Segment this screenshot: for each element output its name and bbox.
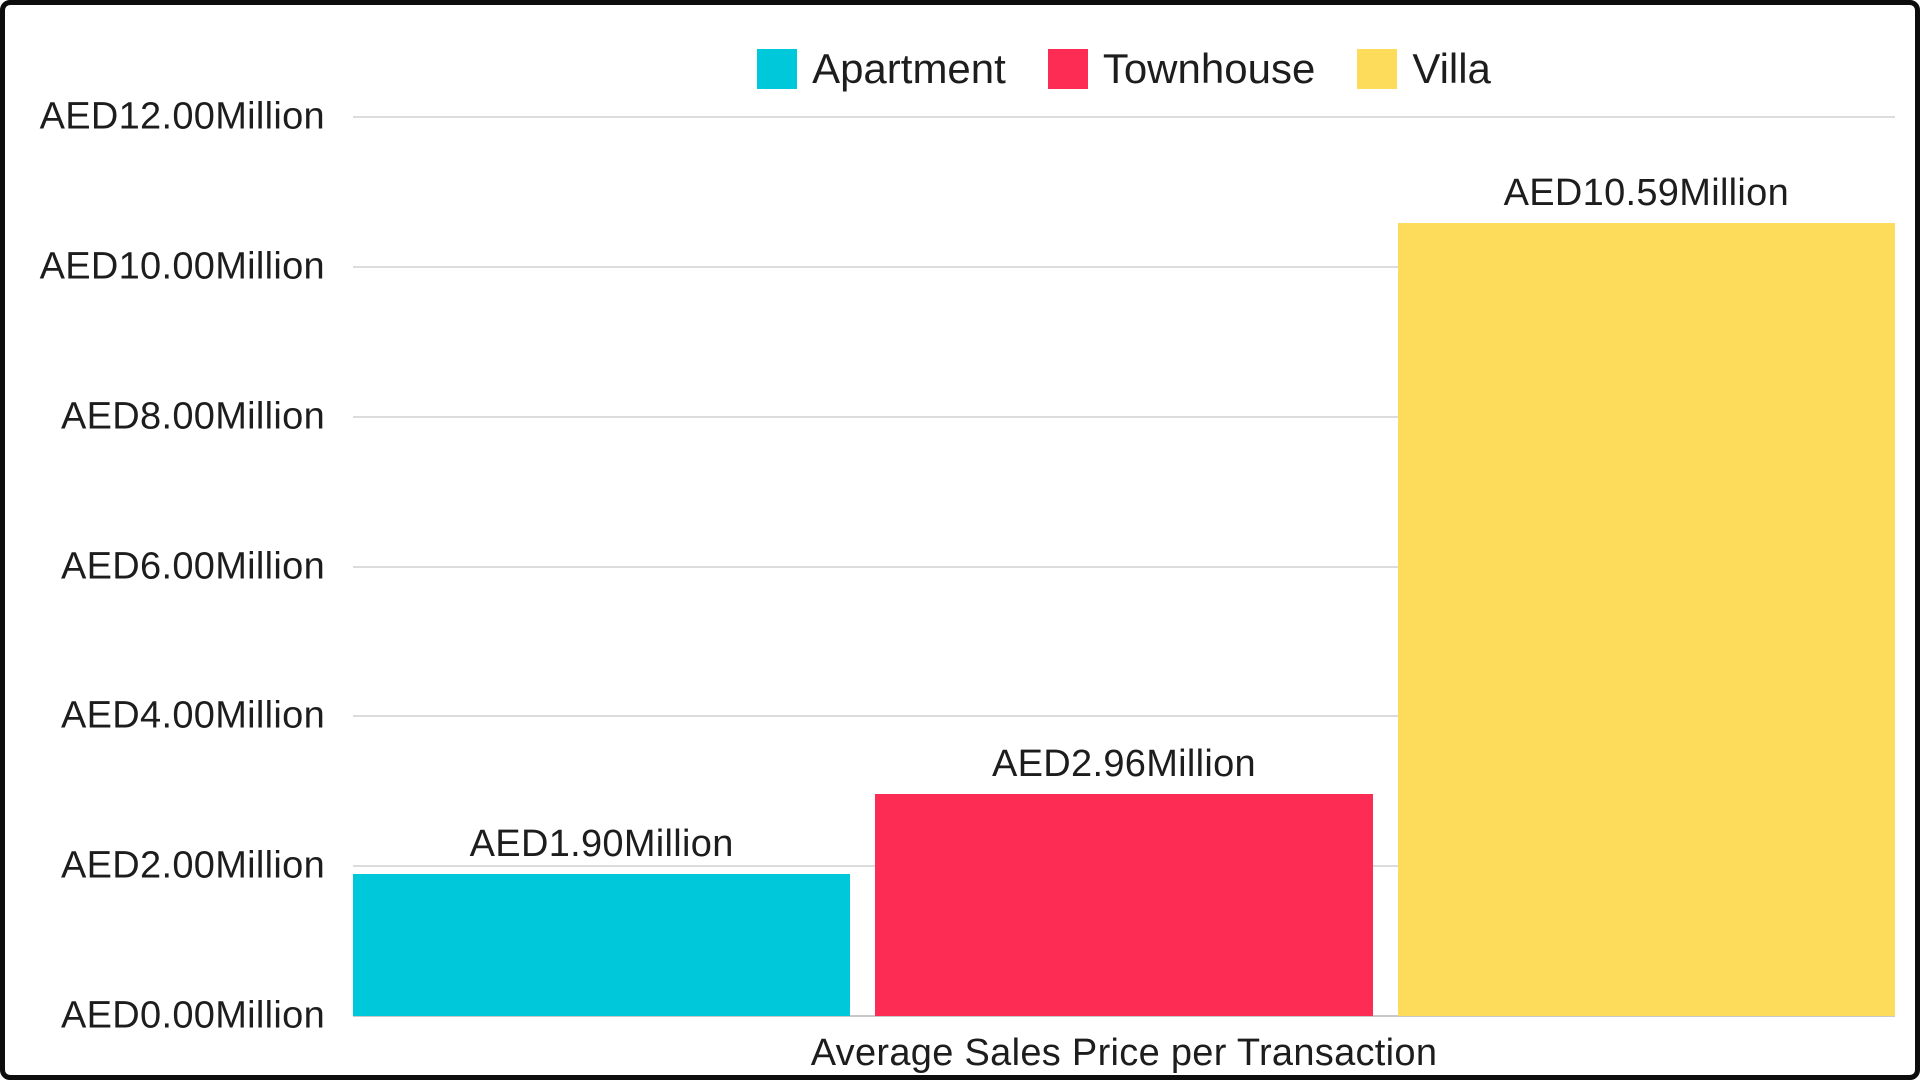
legend: Apartment Townhouse Villa (353, 43, 1895, 95)
x-axis-title: Average Sales Price per Transaction (810, 1032, 1438, 1074)
legend-item-apartment[interactable]: Apartment (757, 48, 1006, 90)
y-tick-label: AED0.00Million (61, 994, 325, 1037)
y-tick-label: AED10.00Million (39, 245, 325, 288)
legend-label: Apartment (812, 45, 1006, 92)
legend-swatch-apartment (757, 49, 798, 89)
bar-value-label-villa: AED10.59Million (1503, 171, 1790, 214)
y-axis: AED12.00Million AED10.00Million AED8.00Mil… (5, 5, 327, 1075)
gridline-6m (353, 565, 1895, 568)
gridline-4m (353, 715, 1895, 718)
legend-item-townhouse[interactable]: Townhouse (1047, 45, 1316, 92)
legend-swatch-townhouse (1047, 49, 1088, 89)
gridline-10m (353, 265, 1895, 268)
y-tick-label: AED12.00Million (39, 95, 325, 138)
legend-label: Townhouse (1102, 45, 1316, 92)
legend-swatch-villa (1357, 49, 1398, 89)
bar-apartment[interactable] (353, 873, 851, 1016)
legend-item-villa[interactable]: Villa (1357, 48, 1491, 90)
bar-value-label-apartment: AED1.90Million (469, 822, 734, 865)
bar-townhouse[interactable] (875, 794, 1373, 1016)
y-tick-label: AED8.00Million (61, 395, 325, 438)
gridline-8m (353, 415, 1895, 418)
legend-label: Villa (1412, 45, 1491, 92)
y-tick-label: AED2.00Million (61, 844, 325, 887)
bar-value-label-townhouse: AED2.96Million (992, 743, 1256, 786)
gridline-12m (353, 116, 1895, 118)
bar-villa[interactable] (1397, 222, 1895, 1016)
y-tick-label: AED6.00Million (61, 545, 325, 587)
gridline-0m (353, 1015, 1895, 1017)
plot-area: AED1.90Million AED2.96Million AED10.59Mill… (353, 116, 1895, 1017)
y-tick-label: AED4.00Million (61, 694, 325, 737)
